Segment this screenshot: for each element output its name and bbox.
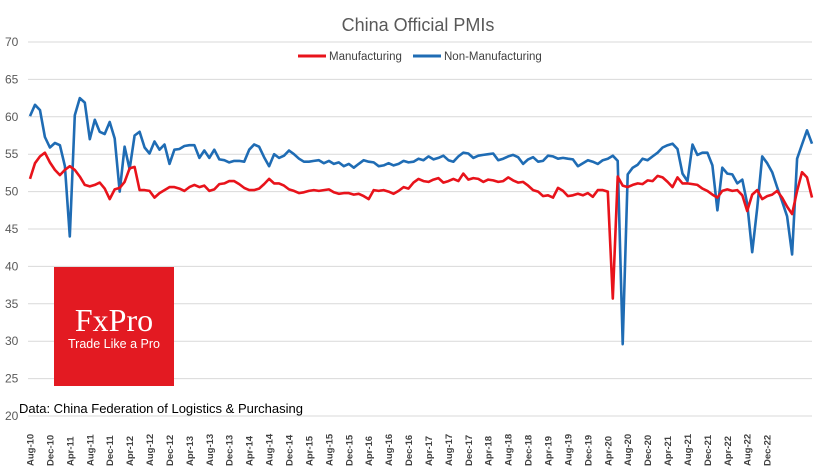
x-tick-label: Dec-16 xyxy=(404,435,415,466)
y-tick-label: 50 xyxy=(5,185,19,199)
x-tick-label: Dec-22 xyxy=(763,435,774,466)
x-tick-label: Aug-17 xyxy=(444,434,455,466)
x-tick-label: Apr-17 xyxy=(424,436,435,466)
y-tick-label: 35 xyxy=(5,297,19,311)
x-tick-label: Dec-13 xyxy=(225,435,236,466)
x-tick-label: Dec-21 xyxy=(703,434,714,466)
x-tick-label: Aug-15 xyxy=(324,433,335,466)
x-tick-label: Dec-11 xyxy=(105,435,116,466)
x-tick-label: Aug-16 xyxy=(384,434,395,466)
fxpro-logo: FxPro Trade Like a Pro xyxy=(54,267,174,386)
legend-label-non-manufacturing: Non-Manufacturing xyxy=(444,51,542,63)
x-tick-label: Aug-12 xyxy=(145,434,156,466)
x-tick-label: Aug-10 xyxy=(26,434,37,466)
x-tick-label: Dec-15 xyxy=(344,434,355,466)
x-tick-label: Apr-21 xyxy=(663,435,674,466)
x-tick-label: Aug-20 xyxy=(623,434,634,466)
x-tick-label: Apr-11 xyxy=(65,436,76,466)
x-tick-label: Apr-20 xyxy=(603,436,614,466)
x-tick-label: Aug-13 xyxy=(205,434,216,466)
x-tick-label: Dec-10 xyxy=(45,435,56,466)
x-tick-label: Aug-18 xyxy=(504,434,515,466)
x-tick-label: Dec-14 xyxy=(285,434,296,466)
legend: Manufacturing Non-Manufacturing xyxy=(298,51,542,63)
logo-tagline: Trade Like a Pro xyxy=(68,337,160,351)
x-tick-label: Apr-14 xyxy=(245,435,256,466)
y-axis-ticks: 20 25 30 35 40 45 50 55 60 65 70 xyxy=(5,35,19,423)
x-tick-label: Dec-20 xyxy=(643,435,654,466)
x-tick-label: Dec-12 xyxy=(165,435,176,466)
y-tick-label: 40 xyxy=(5,259,19,273)
y-tick-label: 65 xyxy=(5,72,19,86)
x-tick-label: Aug-19 xyxy=(563,434,574,466)
legend-label-manufacturing: Manufacturing xyxy=(329,51,402,63)
y-tick-label: 30 xyxy=(5,334,19,348)
y-tick-label: 60 xyxy=(5,110,19,124)
x-tick-label: Apr-16 xyxy=(364,436,375,466)
logo-brand: FxPro xyxy=(75,302,153,338)
x-tick-label: Apr-18 xyxy=(484,436,495,466)
series-line-non-manufacturing xyxy=(28,96,814,346)
y-tick-label: 25 xyxy=(5,372,19,386)
source-note: Data: China Federation of Logistics & Pu… xyxy=(19,401,303,416)
x-tick-label: Apr-12 xyxy=(125,436,136,466)
x-tick-label: Aug-14 xyxy=(265,433,276,466)
x-tick-label: Aug-11 xyxy=(85,434,96,466)
series-line-manufacturing xyxy=(28,151,814,300)
y-tick-label: 45 xyxy=(5,222,19,236)
y-tick-label: 70 xyxy=(5,35,19,49)
x-tick-label: Dec-19 xyxy=(583,435,594,466)
x-tick-label: Aug-21 xyxy=(683,433,694,466)
x-tick-label: Aug-22 xyxy=(743,434,754,466)
x-tick-label: Dec-17 xyxy=(464,435,475,466)
x-tick-label: Apr-19 xyxy=(544,436,555,466)
x-tick-label: Dec-18 xyxy=(524,435,535,466)
chart-title: China Official PMIs xyxy=(342,15,495,35)
x-tick-label: Apr-15 xyxy=(304,435,315,466)
x-tick-label: Apr-13 xyxy=(185,436,196,466)
y-tick-label: 55 xyxy=(5,147,19,161)
x-axis-ticks: Aug-10 Dec-10 Apr-11 Aug-11 Dec-11 Apr-12 Aug-… xyxy=(26,433,774,466)
x-tick-label: Apr-22 xyxy=(723,436,734,466)
series-lines xyxy=(28,96,814,346)
logo-background xyxy=(54,267,174,386)
y-tick-label: 20 xyxy=(5,409,19,423)
